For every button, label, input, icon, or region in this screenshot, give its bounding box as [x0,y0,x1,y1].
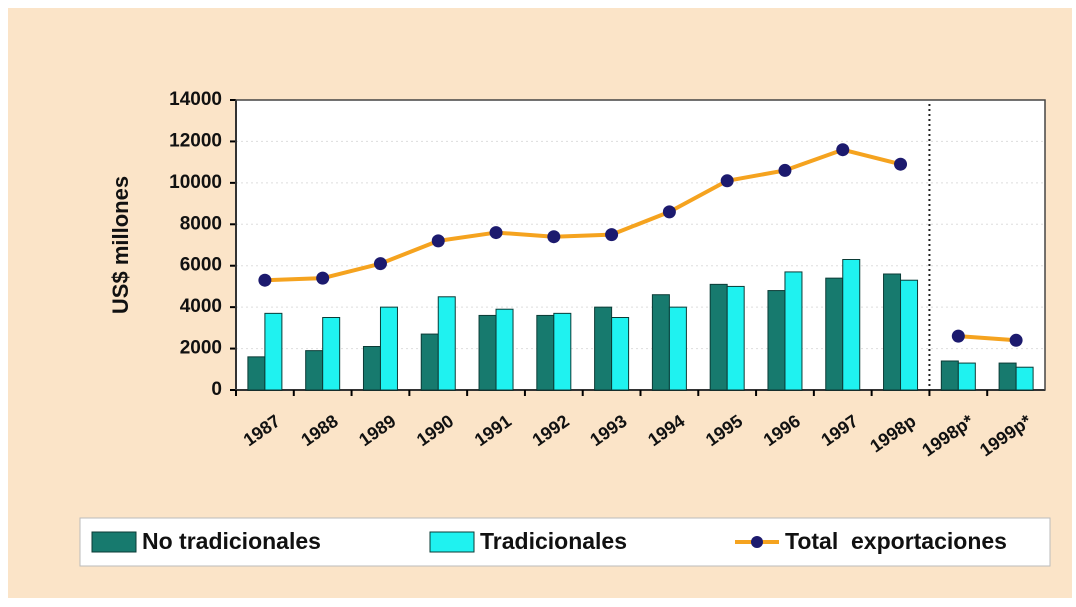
bar [957,362,976,391]
bar [784,271,803,391]
legend-swatch [91,531,137,553]
legend-label: No tradicionales [142,528,321,554]
bar [940,360,959,391]
line-marker [894,157,908,171]
bar [709,283,728,391]
bar [998,362,1017,391]
bar [362,346,381,391]
y-tick-label: 8000 [180,213,222,234]
bar [900,279,919,391]
line-marker [662,205,676,219]
line-marker [605,228,619,242]
bar [264,312,283,391]
bar [536,314,555,391]
bar [495,308,514,391]
line-marker [258,273,272,287]
line-marker [778,163,792,177]
bar [842,259,861,391]
bar [651,294,670,391]
legend [79,517,1051,567]
line-marker [951,329,965,343]
line-marker [431,234,445,248]
legend-marker [751,536,763,548]
bar [322,317,341,391]
bar [726,285,745,391]
bar [437,296,456,391]
line-marker [547,230,561,244]
line-marker [1009,333,1023,347]
bar [1015,366,1034,391]
bar [379,306,398,391]
bar [247,356,266,391]
y-tick-label: 10000 [169,172,222,193]
bar [611,317,630,391]
legend-label: Tradicionales [480,528,627,554]
y-tick-label: 0 [211,379,222,400]
line-marker [489,226,503,240]
y-tick-label: 6000 [180,255,222,276]
line-marker [836,143,850,157]
bar [883,273,902,391]
y-tick-label: 12000 [169,130,222,151]
y-axis-label: US$ millones [108,176,133,314]
legend-label: Total exportaciones [785,528,1007,554]
bar [767,290,786,391]
y-tick-label: 14000 [169,89,222,110]
line [264,147,1017,343]
bar [478,314,497,391]
line-marker [316,271,330,285]
bar [594,306,613,391]
line-marker [373,257,387,271]
legend-swatch [429,531,475,553]
plot-area [236,100,1045,390]
bar [668,306,687,391]
y-tick-label: 4000 [180,296,222,317]
bar [825,277,844,391]
line-marker [720,174,734,188]
bar [420,333,439,391]
y-tick-label: 2000 [180,338,222,359]
bar [553,312,572,391]
bar [305,350,324,391]
